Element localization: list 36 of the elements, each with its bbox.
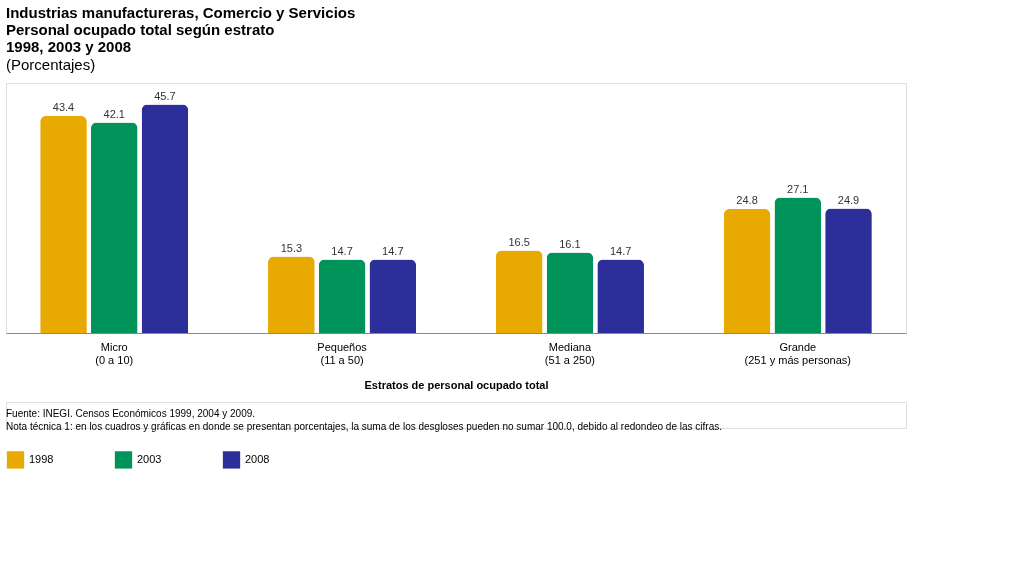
x-tick-label: Pequeños (11 a 50) [317,340,368,366]
x-tick-label: Grande (251 y más personas) [744,340,851,366]
data-label: 42.1 [103,107,125,120]
legend-label: 2003 [137,452,162,465]
data-label: 45.7 [154,89,176,102]
data-label: 14.7 [382,244,404,257]
bar [546,252,594,333]
x-axis-title: Estratos de personal ocupado total [364,378,549,391]
bar [495,250,543,333]
bar [90,122,138,333]
bar [268,256,315,333]
bar [825,208,872,333]
bar [597,259,644,333]
source-note: Fuente: INEGI. Censos Económicos 1999, 2004 y 2009. [6,407,256,419]
bar [774,197,822,333]
data-label: 14.7 [609,244,632,257]
bar [318,259,366,333]
data-label: 43.4 [52,101,75,113]
data-label: 24.9 [837,193,860,206]
data-label: 15.3 [280,241,303,254]
data-label: 16.1 [559,237,581,250]
legend-label: 1998 [29,452,54,465]
legend-label: 2008 [245,452,270,465]
chart-subtitle: (Porcentajes) [6,56,96,73]
x-tick-label: Mediana (51 a 250) [544,340,595,366]
data-label: 16.5 [508,235,530,248]
bar [369,259,417,333]
x-tick-label: Micro (0 a 10) [95,340,134,366]
chart-title: Industrias manufactureras, Comercio y Servicios Personal ocupado total según estrato 1998, 2003 y 2008 [6,4,356,55]
bar [141,104,189,333]
bar [40,116,87,333]
data-label: 24.8 [736,194,758,206]
bar [723,209,771,333]
data-label: 27.1 [787,182,809,195]
text: Nota técnica 1: en los cuadros y gráficas en donde se presentan porcentajes, la suma de los desgloses pueden no sumar 100.0, debido al redondeo de las cifras. [6,420,723,432]
data-label: 14.7 [331,244,353,257]
